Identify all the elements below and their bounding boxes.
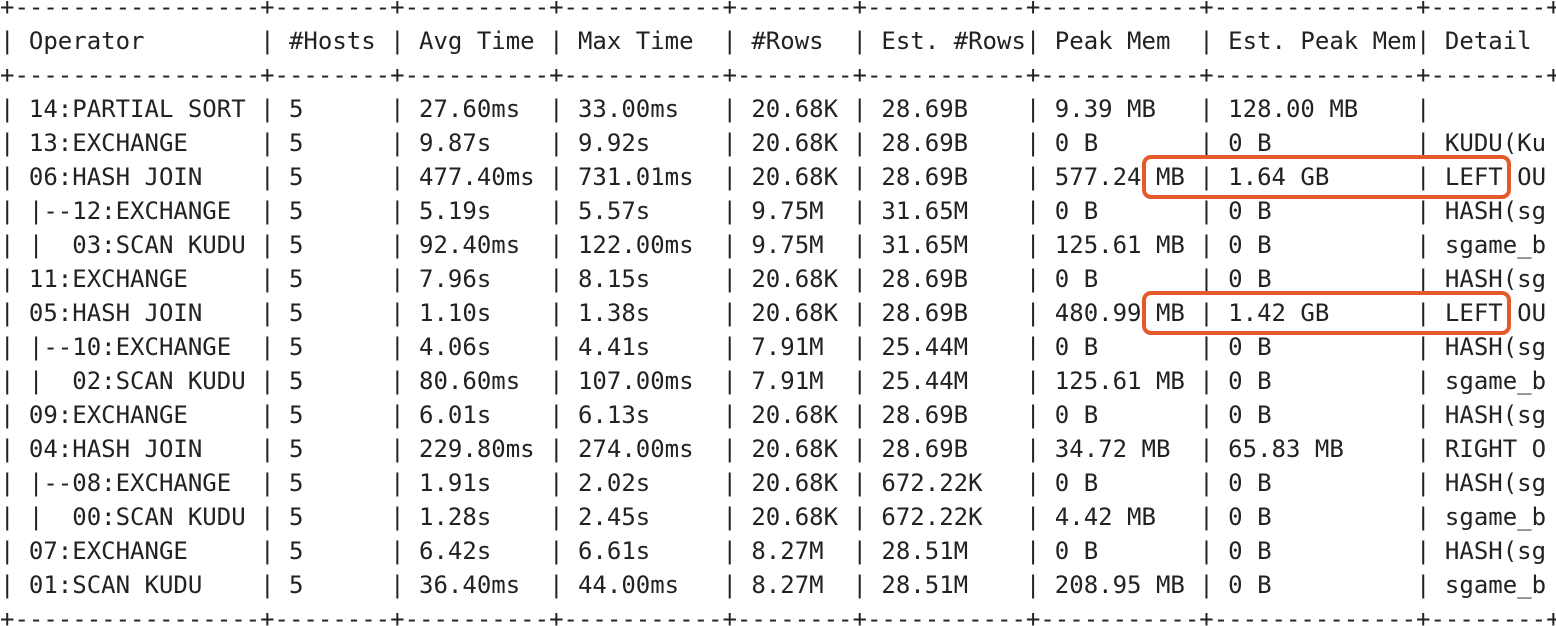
table-row: | 04:HASH JOIN | 5 | 229.80ms | 274.00ms… bbox=[0, 435, 1547, 463]
table-row: | |--10:EXCHANGE | 5 | 4.06s | 4.41s | 7… bbox=[0, 333, 1547, 361]
table-row: | 09:EXCHANGE | 5 | 6.01s | 6.13s | 20.6… bbox=[0, 401, 1547, 429]
table-header-row: | Operator | #Hosts | Avg Time | Max Tim… bbox=[0, 27, 1547, 55]
table-row: | |--12:EXCHANGE | 5 | 5.19s | 5.57s | 9… bbox=[0, 197, 1547, 225]
table-row: | | 00:SCAN KUDU | 5 | 1.28s | 2.45s | 2… bbox=[0, 503, 1547, 531]
table-row: | 01:SCAN KUDU | 5 | 36.40ms | 44.00ms |… bbox=[0, 571, 1547, 599]
table-header-separator: +-----------------+--------+----------+-… bbox=[0, 61, 1556, 89]
table-row: | 13:EXCHANGE | 5 | 9.87s | 9.92s | 20.6… bbox=[0, 129, 1547, 157]
table-row: | 07:EXCHANGE | 5 | 6.42s | 6.61s | 8.27… bbox=[0, 537, 1547, 565]
table-row: | 06:HASH JOIN | 5 | 477.40ms | 731.01ms… bbox=[0, 163, 1547, 191]
table-border-top: +-----------------+--------+----------+-… bbox=[0, 0, 1556, 21]
table-row: | 05:HASH JOIN | 5 | 1.10s | 1.38s | 20.… bbox=[0, 299, 1547, 327]
table-row: | 11:EXCHANGE | 5 | 7.96s | 8.15s | 20.6… bbox=[0, 265, 1547, 293]
table-row: | |--08:EXCHANGE | 5 | 1.91s | 2.02s | 2… bbox=[0, 469, 1547, 497]
table-row: | | 03:SCAN KUDU | 5 | 92.40ms | 122.00m… bbox=[0, 231, 1547, 259]
table-row: | 14:PARTIAL SORT | 5 | 27.60ms | 33.00m… bbox=[0, 95, 1547, 123]
table-row: | | 02:SCAN KUDU | 5 | 80.60ms | 107.00m… bbox=[0, 367, 1547, 395]
table-border-bottom: +-----------------+--------+----------+-… bbox=[0, 605, 1556, 626]
